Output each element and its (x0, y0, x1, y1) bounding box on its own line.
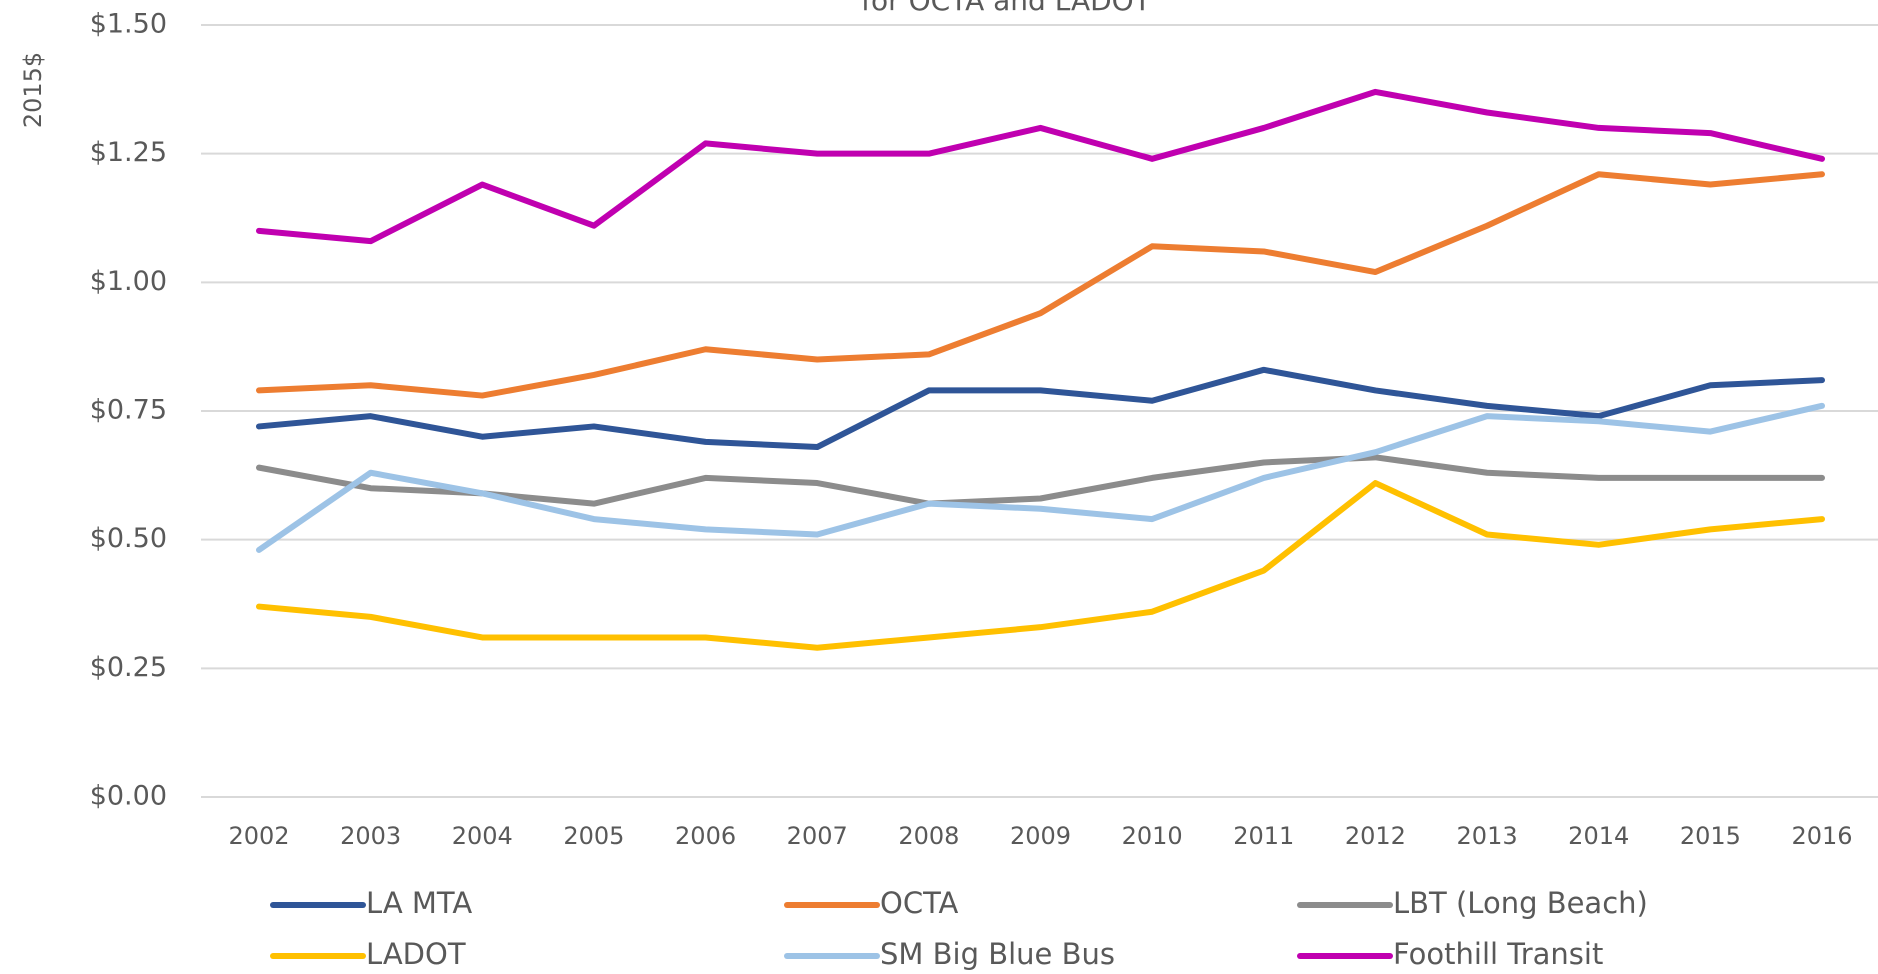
x-tick-label: 2005 (563, 822, 624, 850)
y-tick-label: $1.00 (90, 266, 167, 297)
series-line (256, 366, 1825, 451)
x-tick-label: 2008 (898, 822, 959, 850)
x-tick-label: 2014 (1568, 822, 1629, 850)
legend-label: Foothill Transit (1393, 937, 1603, 971)
x-tick-label: 2015 (1680, 822, 1741, 850)
y-tick-label: $0.50 (90, 523, 167, 554)
series-line (256, 480, 1825, 651)
series-line (256, 171, 1825, 399)
x-tick-label: 2009 (1010, 822, 1071, 850)
x-tick-label: 2003 (340, 822, 401, 850)
series-line (256, 402, 1825, 553)
y-tick-label: $1.25 (90, 137, 167, 168)
y-tick-label: $0.25 (90, 652, 167, 683)
x-tick-label: 2004 (452, 822, 513, 850)
series-line (256, 454, 1825, 507)
x-tick-label: 2016 (1791, 822, 1852, 850)
legend-label: LBT (Long Beach) (1393, 886, 1648, 920)
x-tick-label: 2012 (1345, 822, 1406, 850)
legend-label: LADOT (366, 937, 466, 971)
y-tick-label: $0.00 (90, 781, 167, 812)
series-line (256, 88, 1825, 245)
x-tick-label: 2006 (675, 822, 736, 850)
legend-label: OCTA (880, 886, 959, 920)
chart-title: for OCTA and LADOT (861, 0, 1152, 17)
x-tick-label: 2011 (1233, 822, 1294, 850)
y-tick-label: $0.75 (90, 395, 167, 426)
x-tick-label: 2002 (228, 822, 289, 850)
legend-label: LA MTA (366, 886, 472, 920)
y-tick-label: $1.50 (90, 9, 167, 40)
x-tick-label: 2013 (1457, 822, 1518, 850)
x-tick-label: 2007 (787, 822, 848, 850)
y-axis-label: 2015$ (19, 52, 47, 128)
x-tick-label: 2010 (1122, 822, 1183, 850)
legend-label: SM Big Blue Bus (880, 937, 1115, 971)
